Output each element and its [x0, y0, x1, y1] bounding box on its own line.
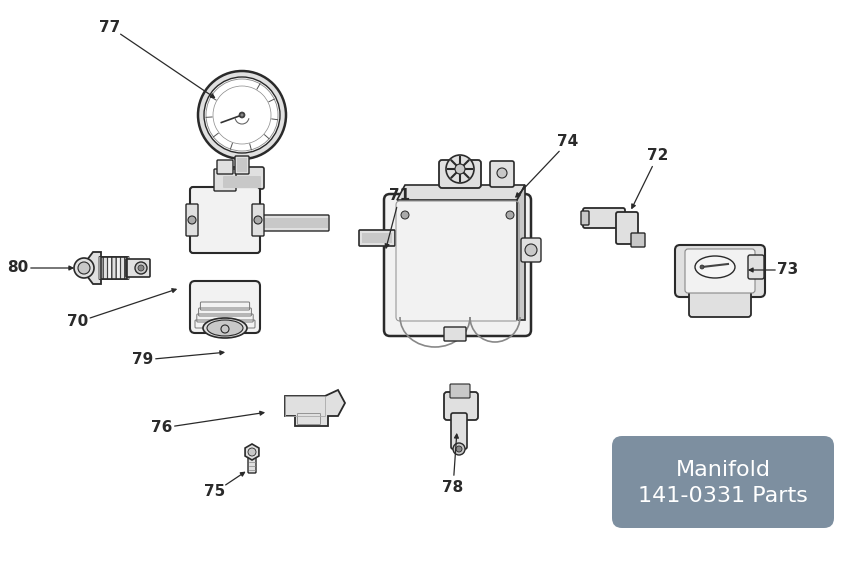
FancyBboxPatch shape	[223, 176, 261, 188]
FancyBboxPatch shape	[298, 413, 320, 425]
Circle shape	[204, 77, 280, 153]
FancyBboxPatch shape	[689, 286, 751, 317]
FancyBboxPatch shape	[125, 256, 129, 279]
FancyBboxPatch shape	[631, 233, 645, 247]
FancyBboxPatch shape	[235, 156, 249, 174]
FancyBboxPatch shape	[262, 215, 329, 231]
Circle shape	[455, 164, 465, 174]
FancyBboxPatch shape	[116, 256, 121, 279]
FancyBboxPatch shape	[583, 208, 625, 228]
Circle shape	[240, 113, 244, 117]
Polygon shape	[245, 444, 259, 460]
Text: Manifold: Manifold	[676, 460, 770, 480]
FancyBboxPatch shape	[237, 158, 247, 172]
FancyBboxPatch shape	[521, 238, 541, 262]
Circle shape	[74, 258, 94, 278]
FancyBboxPatch shape	[104, 256, 107, 279]
Circle shape	[497, 168, 507, 178]
Circle shape	[456, 446, 462, 452]
FancyBboxPatch shape	[685, 249, 755, 293]
Ellipse shape	[695, 256, 735, 278]
FancyBboxPatch shape	[214, 169, 236, 191]
Circle shape	[135, 262, 147, 274]
FancyBboxPatch shape	[220, 167, 264, 189]
Polygon shape	[285, 390, 345, 426]
FancyBboxPatch shape	[126, 259, 150, 277]
FancyBboxPatch shape	[190, 281, 260, 333]
FancyBboxPatch shape	[190, 187, 260, 253]
Text: 141-0331 Parts: 141-0331 Parts	[638, 486, 808, 506]
Ellipse shape	[207, 320, 243, 336]
FancyBboxPatch shape	[450, 384, 470, 398]
FancyBboxPatch shape	[616, 212, 638, 244]
FancyBboxPatch shape	[612, 436, 834, 528]
FancyBboxPatch shape	[581, 211, 589, 225]
Circle shape	[138, 265, 144, 271]
FancyBboxPatch shape	[252, 204, 264, 236]
FancyBboxPatch shape	[490, 161, 514, 187]
FancyBboxPatch shape	[444, 327, 466, 341]
Ellipse shape	[203, 318, 247, 338]
Circle shape	[401, 211, 409, 219]
FancyBboxPatch shape	[186, 204, 198, 236]
Text: 73: 73	[778, 263, 799, 278]
FancyBboxPatch shape	[384, 194, 531, 336]
Text: 75: 75	[204, 484, 225, 499]
FancyBboxPatch shape	[439, 160, 481, 188]
Circle shape	[206, 79, 278, 151]
Circle shape	[506, 211, 514, 219]
FancyBboxPatch shape	[112, 256, 116, 279]
Circle shape	[446, 155, 474, 183]
FancyBboxPatch shape	[99, 256, 103, 279]
Circle shape	[78, 262, 90, 274]
FancyBboxPatch shape	[359, 230, 395, 246]
Circle shape	[453, 443, 465, 455]
Circle shape	[525, 244, 537, 256]
FancyBboxPatch shape	[748, 255, 764, 279]
Circle shape	[248, 448, 256, 456]
Text: 74: 74	[558, 135, 579, 149]
Text: 71: 71	[389, 188, 411, 202]
Circle shape	[221, 325, 229, 333]
FancyBboxPatch shape	[451, 413, 467, 449]
Polygon shape	[87, 252, 101, 284]
Text: 77: 77	[99, 19, 121, 35]
FancyBboxPatch shape	[121, 256, 125, 279]
FancyBboxPatch shape	[362, 233, 392, 243]
Polygon shape	[397, 185, 525, 200]
Text: 72: 72	[648, 148, 669, 162]
FancyBboxPatch shape	[108, 256, 111, 279]
Circle shape	[188, 216, 196, 224]
FancyBboxPatch shape	[219, 322, 231, 334]
Text: 80: 80	[8, 260, 29, 275]
Text: 79: 79	[133, 352, 154, 368]
FancyBboxPatch shape	[675, 245, 765, 297]
Text: 78: 78	[442, 481, 463, 495]
FancyBboxPatch shape	[217, 160, 233, 174]
FancyBboxPatch shape	[263, 218, 328, 228]
FancyBboxPatch shape	[248, 453, 256, 473]
Circle shape	[239, 112, 245, 118]
Text: 76: 76	[151, 421, 173, 435]
Circle shape	[254, 216, 262, 224]
FancyBboxPatch shape	[444, 392, 478, 420]
Text: 70: 70	[67, 315, 88, 329]
Circle shape	[198, 71, 286, 159]
Polygon shape	[517, 185, 525, 320]
Circle shape	[700, 265, 704, 269]
